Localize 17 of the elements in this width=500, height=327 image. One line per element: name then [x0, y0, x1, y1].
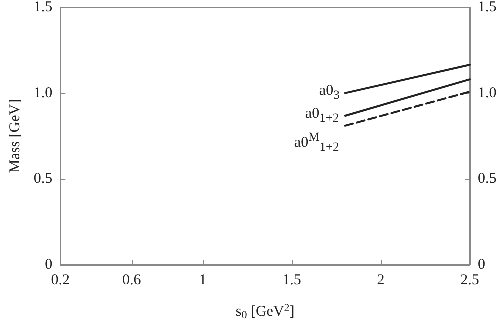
series-label: a0$_{3}$: [319, 82, 340, 104]
y-tick-label: 0.5: [34, 171, 53, 188]
y-axis-title: Mass [GeV]: [8, 99, 24, 174]
y2-tick-label: 1.5: [478, 0, 497, 16]
y2-tick-label: 0.5: [478, 171, 497, 188]
y-tick-label: 1.0: [34, 85, 53, 102]
y-tick-label: 1.5: [34, 0, 53, 16]
y-tick-label: 0: [45, 257, 53, 273]
x-tick-label: 1: [199, 272, 207, 288]
x-tick-label: 0.6: [122, 272, 142, 288]
x-tick-label: 2.5: [460, 272, 480, 288]
series-label: a0$_{1+2}$: [305, 105, 340, 128]
x-tick-label: 2: [377, 272, 385, 288]
x-tick-label: 0.2: [51, 272, 70, 288]
x-tick-label: 1.5: [282, 272, 302, 288]
y2-tick-label: 0: [478, 257, 486, 273]
y2-tick-label: 1.0: [478, 85, 497, 102]
